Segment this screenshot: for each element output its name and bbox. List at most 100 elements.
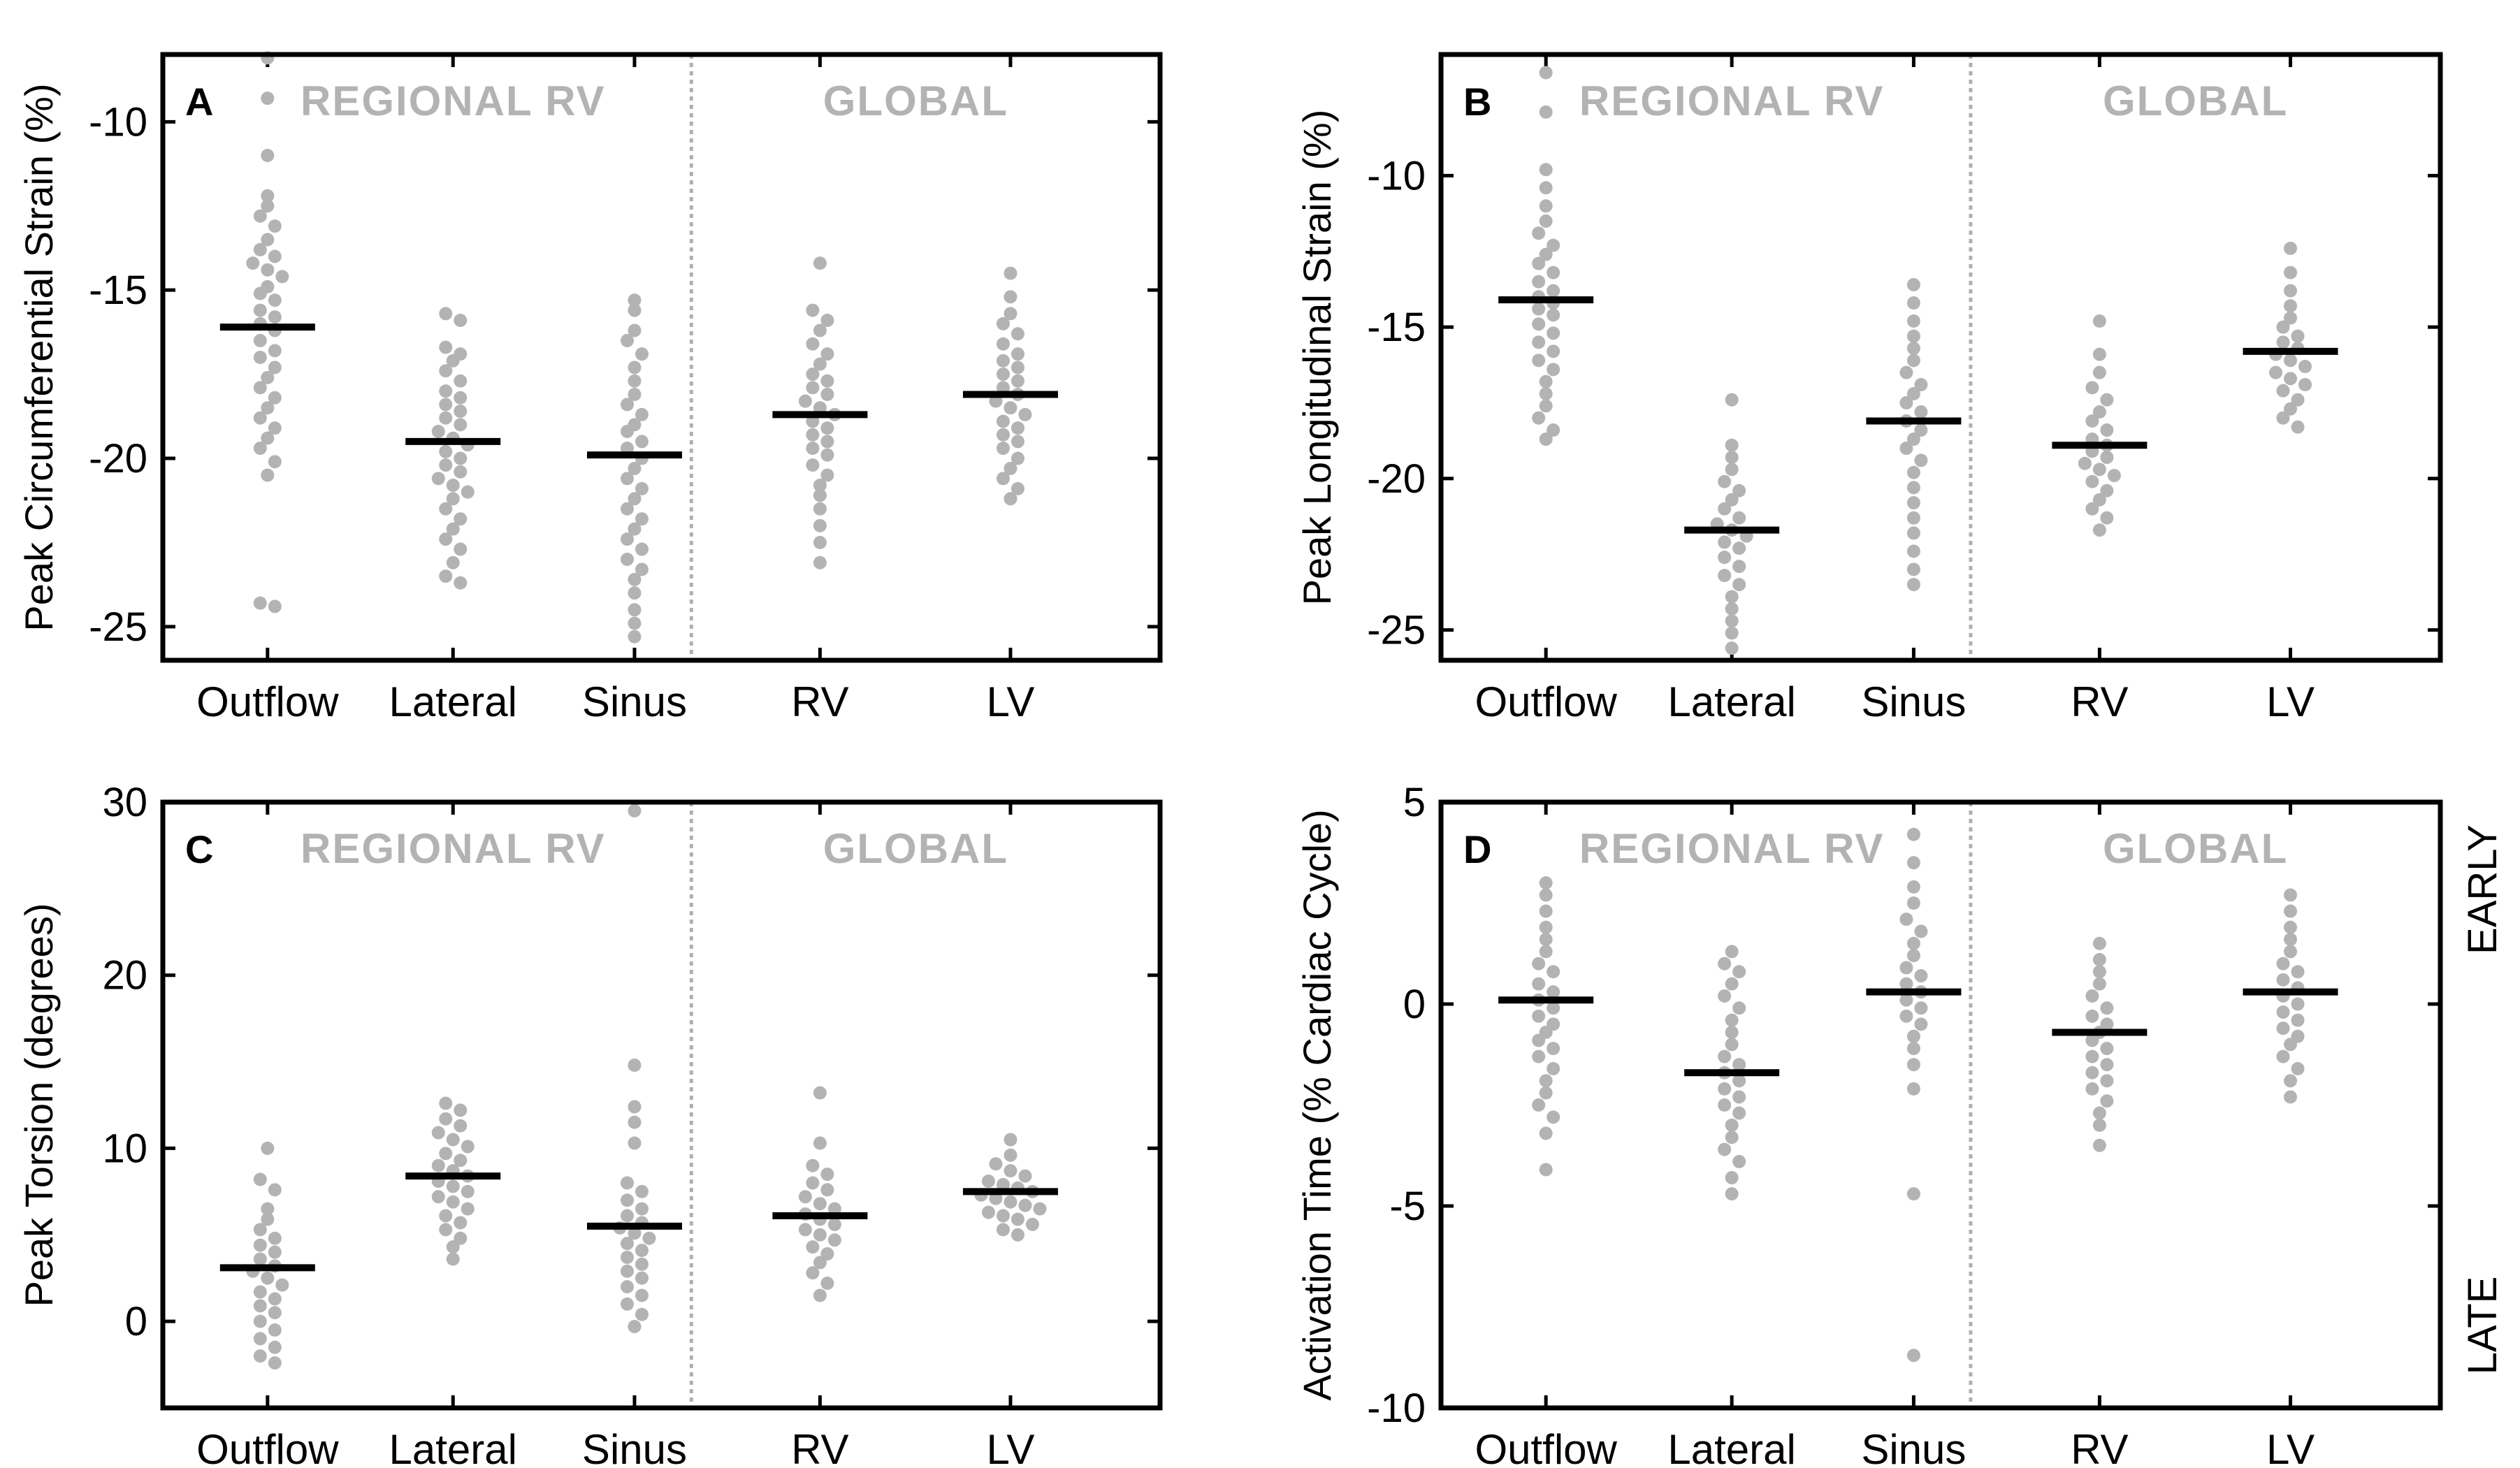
data-point <box>1906 1042 1920 1056</box>
data-point <box>261 401 275 415</box>
data-point <box>1914 969 1928 983</box>
data-point <box>261 431 275 445</box>
data-point <box>1004 401 1018 415</box>
data-point <box>620 1280 634 1294</box>
data-point <box>813 1228 827 1242</box>
data-point <box>2276 1022 2290 1035</box>
data-point <box>2085 474 2099 488</box>
data-point <box>2298 378 2312 392</box>
category-label-rv: RV <box>2071 1426 2128 1468</box>
data-point <box>981 1174 995 1188</box>
data-point <box>261 189 275 203</box>
data-point <box>2100 511 2114 525</box>
data-point <box>628 572 642 586</box>
data-point <box>261 92 275 106</box>
data-point <box>820 468 834 482</box>
data-point <box>261 233 275 247</box>
data-point <box>806 458 820 472</box>
y-tick-label: -5 <box>1389 1184 1426 1229</box>
data-point <box>1011 374 1024 388</box>
data-point <box>446 1195 460 1209</box>
data-point <box>1547 1042 1560 1056</box>
data-point <box>1914 453 1928 467</box>
data-point <box>996 414 1010 428</box>
data-point <box>806 1176 820 1190</box>
data-point <box>813 357 827 371</box>
data-point <box>1532 1098 1546 1112</box>
data-point <box>1899 993 1913 1007</box>
data-point <box>1906 314 1920 328</box>
y-tick-label: 0 <box>1403 982 1426 1027</box>
data-point <box>1899 913 1913 926</box>
data-point <box>439 1147 453 1161</box>
data-point <box>2085 1033 2099 1047</box>
data-point <box>1547 284 1560 298</box>
data-point <box>454 314 468 328</box>
plot-frame <box>1438 799 2443 1411</box>
data-point <box>1906 896 1920 910</box>
data-point <box>2284 1074 2297 1088</box>
data-point <box>261 1141 275 1155</box>
data-point <box>2092 405 2106 419</box>
data-point <box>820 421 834 435</box>
data-point <box>1914 405 1928 419</box>
data-point <box>1914 924 1928 938</box>
data-point <box>1004 461 1018 475</box>
data-point <box>1725 463 1739 477</box>
data-point <box>261 1271 275 1285</box>
data-point <box>620 472 634 486</box>
data-point <box>253 333 267 347</box>
data-point <box>1004 307 1018 321</box>
category-label-rv: RV <box>791 1426 848 1468</box>
data-point <box>1732 560 1746 574</box>
data-point <box>806 1158 820 1172</box>
data-point <box>439 384 453 398</box>
data-point <box>1718 502 1732 516</box>
data-point <box>820 314 834 328</box>
data-point <box>1906 341 1920 355</box>
y-tick-label: -20 <box>1367 456 1426 502</box>
data-point <box>1539 1086 1553 1100</box>
data-point <box>996 1177 1010 1191</box>
data-point <box>454 1119 468 1133</box>
data-point <box>1547 266 1560 279</box>
data-point <box>1914 423 1928 437</box>
data-point <box>446 1179 460 1193</box>
data-point <box>820 435 834 449</box>
data-point <box>2092 977 2106 991</box>
category-label-outflow: Outflow <box>1475 1426 1617 1468</box>
category-label-sinus: Sinus <box>1861 1426 1966 1468</box>
y-tick-label: -25 <box>89 604 147 650</box>
data-point <box>1718 474 1732 488</box>
data-point <box>1718 569 1732 583</box>
data-point <box>1547 308 1560 322</box>
category-label-lv: LV <box>986 678 1034 725</box>
data-point <box>981 1205 995 1219</box>
data-point <box>1906 387 1920 401</box>
data-point <box>2085 502 2099 516</box>
data-point <box>806 337 820 351</box>
data-point <box>635 1271 649 1285</box>
data-point <box>1547 985 1560 999</box>
data-point <box>1539 888 1553 902</box>
data-point <box>813 1197 827 1211</box>
data-point <box>628 522 642 536</box>
data-point <box>2291 1013 2305 1027</box>
data-point <box>268 1231 282 1245</box>
data-point <box>446 354 460 368</box>
y-tick-label: 30 <box>102 780 147 825</box>
data-point <box>268 1356 282 1370</box>
data-point <box>996 368 1010 381</box>
data-point <box>1906 465 1920 479</box>
data-point <box>431 1190 445 1204</box>
data-point <box>268 1306 282 1320</box>
data-point <box>1539 247 1553 261</box>
y-axis-label: Peak Circumferential Strain (%) <box>17 83 61 631</box>
data-point <box>1899 365 1913 379</box>
data-point <box>989 1157 1003 1171</box>
data-point <box>635 1202 649 1216</box>
series-lv <box>2243 241 2338 434</box>
data-point <box>253 242 267 256</box>
data-point <box>1018 1169 1032 1183</box>
data-point <box>620 553 634 566</box>
